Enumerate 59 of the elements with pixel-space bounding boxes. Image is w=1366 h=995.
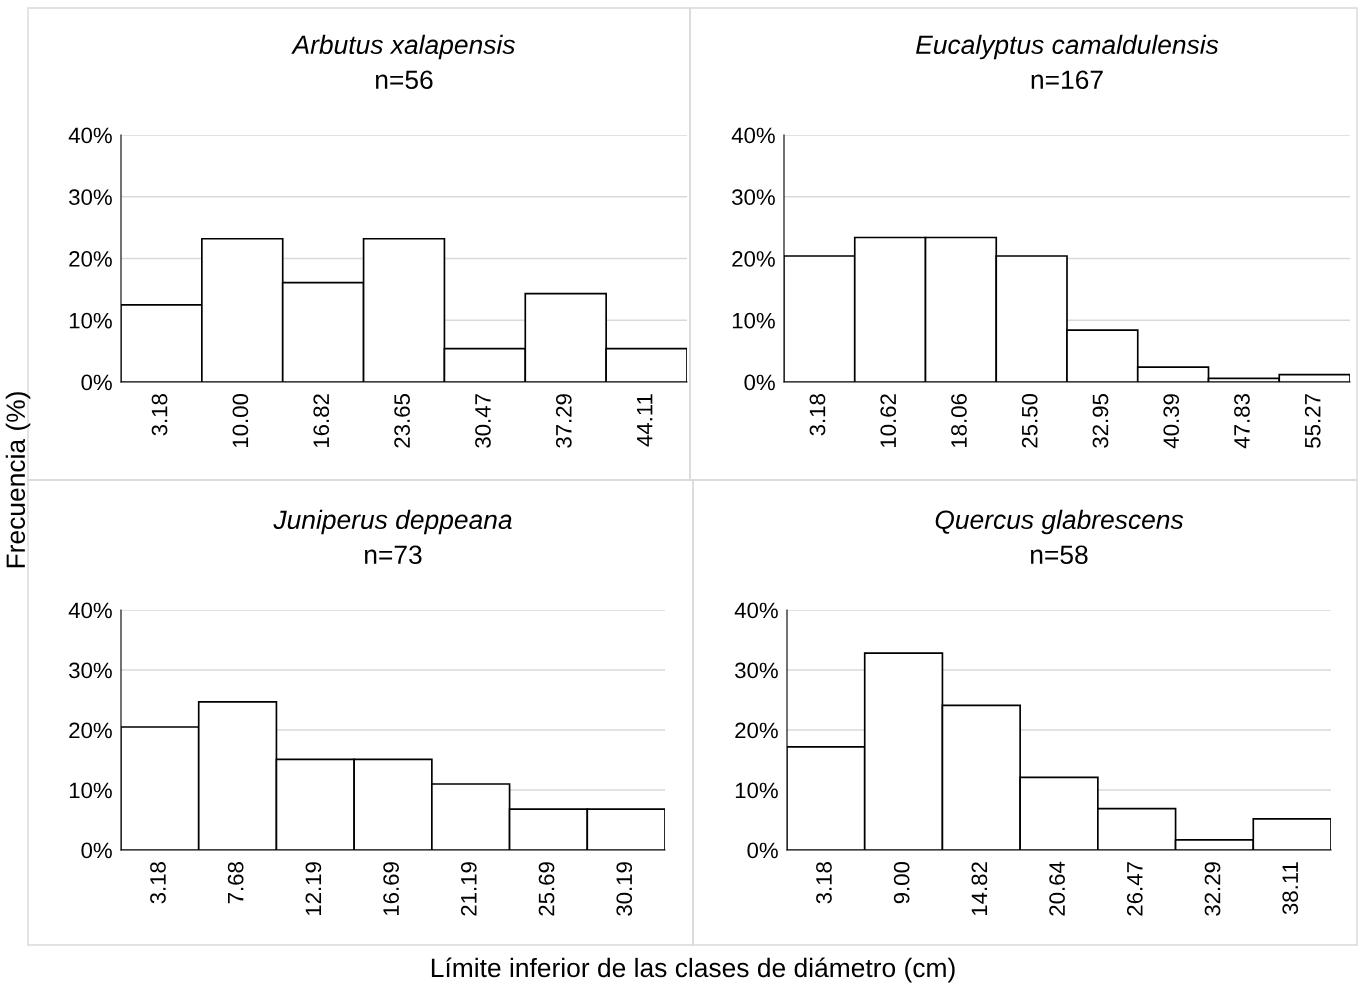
x-tick-label: 14.82 [971,862,988,916]
y-tick-label: 20% [69,251,112,267]
y-tick-label: 10% [69,312,112,329]
x-tick-label: 18.06 [951,394,967,448]
x-tick-label: 23.65 [394,394,410,448]
y-tick-label: 10% [735,782,778,799]
y-tick-label: 40% [68,602,112,619]
x-tick-label: 3.18 [809,394,826,436]
x-tick-label: 3.18 [150,862,166,904]
y-tick-label: 40% [734,602,778,619]
y-tick-label: 30% [732,189,775,206]
x-tick-label: 9.00 [893,861,910,904]
chart-title: Eucalyptus camaldulensis [916,34,1219,60]
y-tick-label: 30% [69,662,112,679]
y-tick-label: 40% [68,127,112,144]
x-tick-label: 25.50 [1021,393,1038,448]
x-tick-label: 26.47 [1126,862,1143,916]
y-tick-label: 20% [732,251,775,267]
y-tick-label: 10% [69,782,112,799]
x-tick-label: 37.29 [555,394,572,448]
x-tick-label: 21.19 [460,862,477,916]
x-tick-label: 25.69 [538,862,555,916]
y-tick-label: 10% [732,312,775,329]
y-tick-label: 0% [744,374,775,391]
chart-title: Juniperus deppeana [273,509,512,535]
y-tick-label: 20% [69,722,112,739]
chart-title: Arbutus xalapensis [291,34,515,60]
y-tick-label: 30% [735,662,778,679]
x-tick-label: 30.19 [616,862,633,916]
y-tick-label: 0% [747,842,778,859]
y-tick-label: 30% [69,189,112,206]
chart-subtitle: n=56 [376,70,433,90]
chart-subtitle: n=167 [1031,70,1103,90]
chart-subtitle: n=58 [1031,545,1088,565]
chart-subtitle: n=73 [365,545,422,565]
y-tick-label: 0% [81,374,112,391]
y-axis-title: Frecuencia (%) [5,392,31,568]
x-tick-label: 12.19 [305,862,322,916]
y-tick-label: 40% [731,127,775,144]
x-axis-title: Límite inferior de las clases de diámetro (cm) [431,957,955,983]
x-tick-label: 32.29 [1204,862,1221,916]
x-tick-label: 16.69 [383,862,399,916]
x-tick-label: 30.47 [475,394,491,448]
x-tick-label: 16.82 [313,394,330,448]
x-tick-label: 55.27 [1304,394,1321,448]
x-tick-label: 20.64 [1049,861,1065,916]
chart-title: Quercus glabrescens [935,509,1184,535]
x-tick-label: 47.83 [1234,394,1250,449]
x-tick-label: 40.39 [1163,394,1180,449]
x-tick-label: 10.00 [232,393,249,448]
x-tick-label: 32.95 [1092,394,1109,448]
x-tick-label: 7.68 [227,862,244,904]
y-tick-label: 20% [735,722,778,739]
x-tick-label: 10.62 [880,394,897,448]
x-tick-label: 38.11 [1282,862,1299,915]
x-tick-label: 3.18 [816,862,832,904]
x-tick-label: 44.11 [637,394,653,447]
x-tick-label: 3.18 [151,394,168,436]
y-tick-label: 0% [81,842,112,859]
